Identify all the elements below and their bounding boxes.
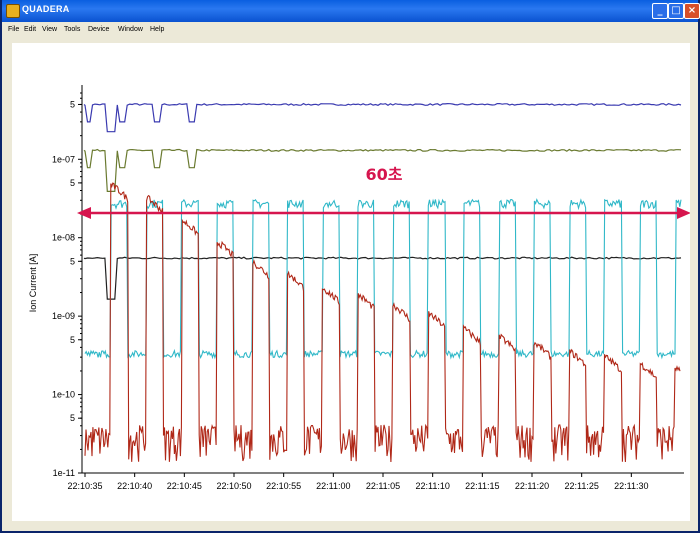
y-tick-label: 5 xyxy=(70,335,75,345)
y-tick-label: 1e-10 xyxy=(52,390,75,400)
minimize-button[interactable]: _ xyxy=(652,3,668,19)
x-tick-label: 22:11:25 xyxy=(564,481,598,491)
y-tick-label: 1e-11 xyxy=(53,468,75,478)
menu-window[interactable]: Window xyxy=(118,26,143,33)
arrow-head-right xyxy=(677,207,690,219)
series-line xyxy=(84,198,682,360)
series-line xyxy=(84,182,681,463)
x-tick-label: 22:10:45 xyxy=(167,481,202,491)
y-axis-label: Ion Current [A] xyxy=(28,254,38,313)
plot-area[interactable]: 5 1e-07 5 1e-08 5 1e-09 5 1e-10 5 1e-11 22:10:35 22… xyxy=(12,43,690,521)
maximize-button[interactable]: □ xyxy=(668,3,684,19)
annotation-label: 60초 xyxy=(366,165,403,184)
close-button[interactable]: × xyxy=(684,3,700,19)
ion-current-chart: 5 1e-07 5 1e-08 5 1e-09 5 1e-10 5 1e-11 22:10:35 22… xyxy=(28,85,690,491)
menu-device[interactable]: Device xyxy=(88,26,110,33)
x-tick-label: 22:10:55 xyxy=(266,481,301,491)
series-line xyxy=(83,102,682,133)
series-line xyxy=(83,256,682,300)
app-icon xyxy=(6,4,20,18)
y-tick-label: 5 xyxy=(70,413,75,423)
series-line xyxy=(83,148,682,192)
menu-help[interactable]: Help xyxy=(150,26,165,33)
window-title: QUADERA xyxy=(22,4,70,14)
menu-view[interactable]: View xyxy=(42,26,58,33)
x-tick-label: 22:10:35 xyxy=(67,481,102,491)
x-tick-label: 22:10:40 xyxy=(117,481,152,491)
x-tick-label: 22:11:20 xyxy=(515,481,549,491)
y-tick-label: 1e-08 xyxy=(52,233,75,243)
x-tick-label: 22:11:10 xyxy=(415,481,449,491)
menu-bar: File Edit View Tools Device Window Help xyxy=(2,22,698,40)
y-tick-label: 1e-09 xyxy=(52,311,75,321)
y-tick-label: 5 xyxy=(70,178,75,188)
title-bar[interactable]: QUADERA _ □ × xyxy=(2,0,700,22)
x-tick-label: 22:10:50 xyxy=(216,481,251,491)
y-tick-label: 1e-07 xyxy=(52,154,75,164)
x-tick-label: 22:11:15 xyxy=(465,481,499,491)
menu-file[interactable]: File xyxy=(8,26,20,33)
arrow-head-left xyxy=(77,207,91,219)
x-tick-label: 22:11:00 xyxy=(316,481,350,491)
x-tick-label: 22:11:05 xyxy=(366,481,400,491)
menu-tools[interactable]: Tools xyxy=(64,26,81,33)
menu-edit[interactable]: Edit xyxy=(24,26,37,33)
y-tick-label: 5 xyxy=(70,256,75,266)
y-tick-label: 5 xyxy=(70,99,75,109)
x-tick-label: 22:11:30 xyxy=(614,481,648,491)
